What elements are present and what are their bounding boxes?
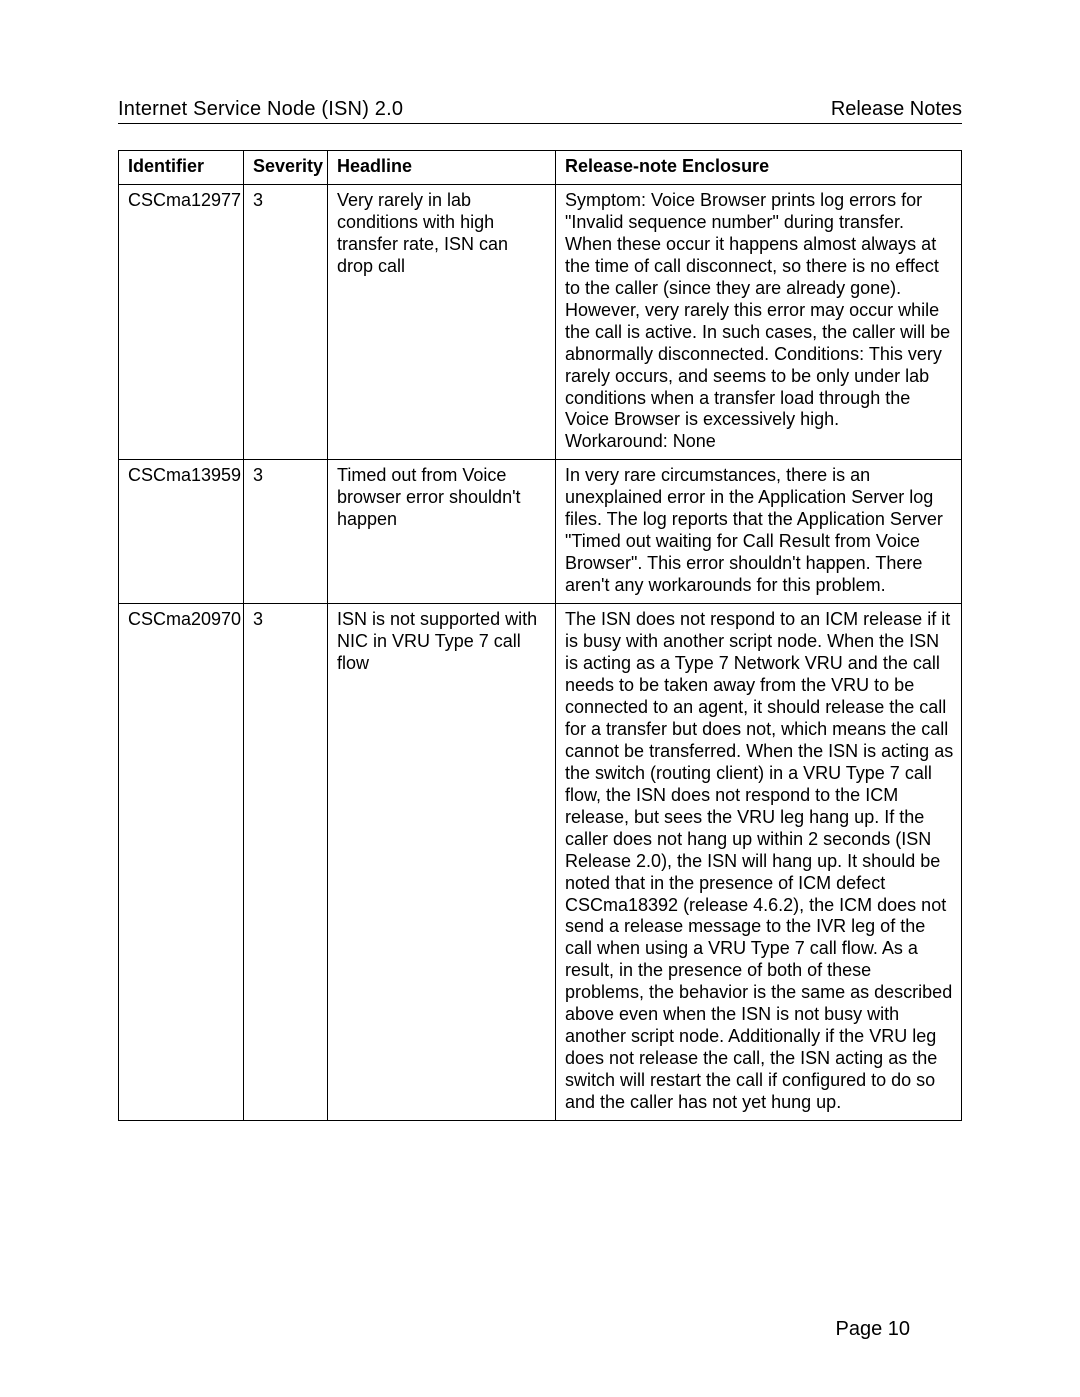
col-identifier: Identifier xyxy=(119,151,244,185)
table-row: CSCma13959 3 Timed out from Voice browse… xyxy=(119,460,962,604)
cell-identifier: CSCma12977 xyxy=(119,184,244,459)
defects-table: Identifier Severity Headline Release-not… xyxy=(118,150,962,1121)
cell-enclosure: Symptom: Voice Browser prints log errors… xyxy=(556,184,962,459)
header-left: Internet Service Node (ISN) 2.0 xyxy=(118,98,403,121)
cell-headline: ISN is not supported with NIC in VRU Typ… xyxy=(328,604,556,1121)
cell-severity: 3 xyxy=(244,604,328,1121)
cell-enclosure: The ISN does not respond to an ICM relea… xyxy=(556,604,962,1121)
cell-enclosure: In very rare circumstances, there is an … xyxy=(556,460,962,604)
cell-headline: Very rarely in lab conditions with high … xyxy=(328,184,556,459)
header-right: Release Notes xyxy=(831,98,962,121)
page-number: Page 10 xyxy=(835,1318,910,1341)
cell-identifier: CSCma13959 xyxy=(119,460,244,604)
table-row: CSCma20970 3 ISN is not supported with N… xyxy=(119,604,962,1121)
col-enclosure: Release-note Enclosure xyxy=(556,151,962,185)
table-row: CSCma12977 3 Very rarely in lab conditio… xyxy=(119,184,962,459)
col-headline: Headline xyxy=(328,151,556,185)
table-header-row: Identifier Severity Headline Release-not… xyxy=(119,151,962,185)
cell-severity: 3 xyxy=(244,460,328,604)
cell-identifier: CSCma20970 xyxy=(119,604,244,1121)
col-severity: Severity xyxy=(244,151,328,185)
cell-headline: Timed out from Voice browser error shoul… xyxy=(328,460,556,604)
page: Internet Service Node (ISN) 2.0 Release … xyxy=(0,0,1080,1397)
cell-severity: 3 xyxy=(244,184,328,459)
page-header: Internet Service Node (ISN) 2.0 Release … xyxy=(118,98,962,124)
